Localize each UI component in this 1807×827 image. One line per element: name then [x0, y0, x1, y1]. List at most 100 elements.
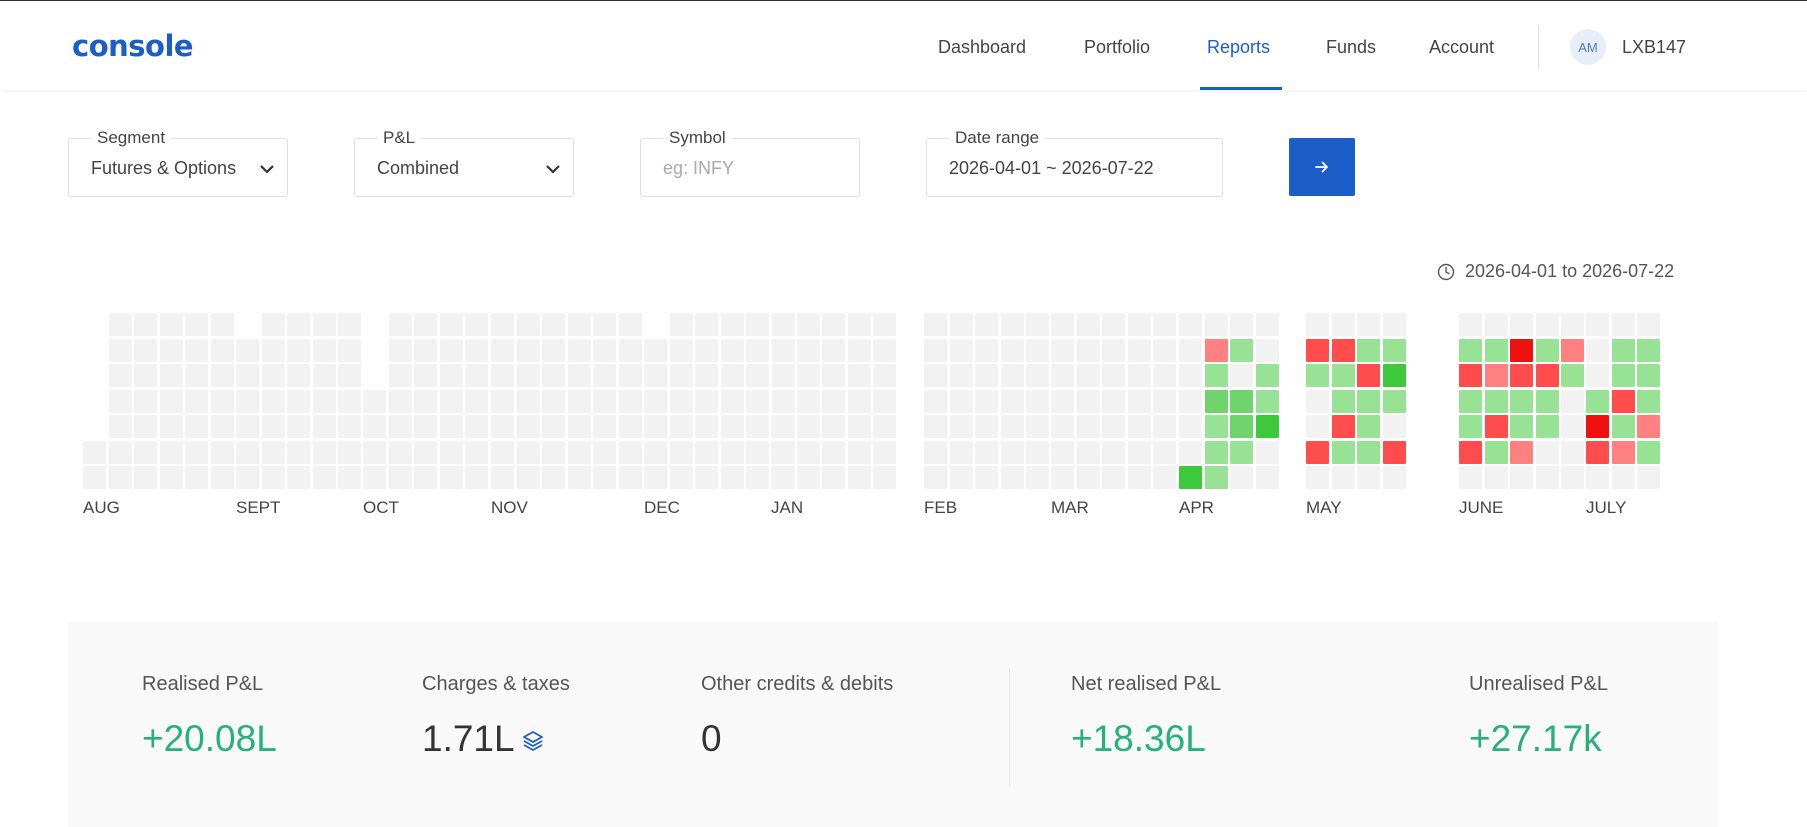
heatmap-cell[interactable]	[363, 389, 386, 413]
heatmap-cell[interactable]	[1459, 313, 1482, 336]
heatmap-cell[interactable]	[1076, 364, 1100, 387]
heatmap-cell[interactable]	[695, 389, 718, 413]
heatmap-cell[interactable]	[108, 440, 132, 464]
heatmap-cell[interactable]	[287, 389, 310, 413]
heatmap-cell[interactable]	[924, 415, 947, 438]
heatmap-cell[interactable]	[1230, 440, 1253, 464]
heatmap-cell[interactable]	[1000, 389, 1024, 413]
heatmap-cell[interactable]	[1510, 440, 1533, 464]
heatmap-cell[interactable]	[1535, 338, 1559, 362]
heatmap-cell[interactable]	[822, 313, 845, 336]
heatmap-cell[interactable]	[1637, 466, 1660, 489]
heatmap-cell[interactable]	[720, 338, 744, 362]
heatmap-cell[interactable]	[1611, 440, 1635, 464]
heatmap-cell[interactable]	[1586, 389, 1609, 413]
heatmap-cell[interactable]	[1000, 364, 1024, 387]
heatmap-cell[interactable]	[1255, 364, 1279, 387]
heatmap-cell[interactable]	[1510, 466, 1533, 489]
heatmap-cell[interactable]	[1637, 440, 1660, 464]
heatmap-cell[interactable]	[720, 364, 744, 387]
heatmap-cell[interactable]	[796, 466, 820, 489]
heatmap-cell[interactable]	[949, 389, 973, 413]
heatmap-cell[interactable]	[1637, 389, 1660, 413]
heatmap-cell[interactable]	[1076, 313, 1100, 336]
heatmap-cell[interactable]	[695, 440, 718, 464]
heatmap-cell[interactable]	[185, 466, 208, 489]
heatmap-cell[interactable]	[1204, 338, 1228, 362]
heatmap-cell[interactable]	[1357, 313, 1380, 336]
heatmap-cell[interactable]	[796, 364, 820, 387]
heatmap-cell[interactable]	[796, 338, 820, 362]
layers-icon[interactable]	[521, 729, 545, 753]
heatmap-cell[interactable]	[1153, 313, 1176, 336]
heatmap-cell[interactable]	[771, 415, 795, 438]
heatmap-cell[interactable]	[516, 415, 540, 438]
heatmap-cell[interactable]	[1306, 415, 1329, 438]
heatmap-cell[interactable]	[618, 389, 642, 413]
heatmap-cell[interactable]	[516, 338, 540, 362]
heatmap-cell[interactable]	[388, 364, 412, 387]
heatmap-cell[interactable]	[414, 313, 437, 336]
heatmap-cell[interactable]	[159, 440, 183, 464]
heatmap-cell[interactable]	[516, 389, 540, 413]
heatmap-cell[interactable]	[746, 440, 769, 464]
heatmap-cell[interactable]	[134, 440, 157, 464]
heatmap-cell[interactable]	[1611, 415, 1635, 438]
heatmap-cell[interactable]	[1076, 466, 1100, 489]
heatmap-cell[interactable]	[414, 415, 437, 438]
heatmap-cell[interactable]	[567, 415, 591, 438]
heatmap-cell[interactable]	[83, 440, 106, 464]
date-range-input[interactable]: Date range 2026-04-01 ~ 2026-07-22	[926, 128, 1223, 197]
heatmap-cell[interactable]	[1179, 415, 1202, 438]
heatmap-cell[interactable]	[261, 466, 285, 489]
heatmap-cell[interactable]	[1153, 415, 1176, 438]
heatmap-cell[interactable]	[134, 364, 157, 387]
heatmap-cell[interactable]	[490, 338, 514, 362]
heatmap-cell[interactable]	[312, 415, 336, 438]
heatmap-cell[interactable]	[593, 415, 616, 438]
submit-button[interactable]	[1289, 138, 1355, 196]
heatmap-cell[interactable]	[1484, 389, 1508, 413]
heatmap-cell[interactable]	[1230, 338, 1253, 362]
heatmap-cell[interactable]	[873, 364, 896, 387]
heatmap-cell[interactable]	[338, 415, 361, 438]
heatmap-cell[interactable]	[1204, 440, 1228, 464]
heatmap-cell[interactable]	[465, 415, 488, 438]
heatmap-cell[interactable]	[312, 313, 336, 336]
heatmap-cell[interactable]	[1382, 338, 1406, 362]
heatmap-cell[interactable]	[465, 313, 488, 336]
heatmap-cell[interactable]	[1535, 389, 1559, 413]
heatmap-cell[interactable]	[618, 338, 642, 362]
heatmap-cell[interactable]	[388, 466, 412, 489]
heatmap-cell[interactable]	[1484, 313, 1508, 336]
heatmap-cell[interactable]	[1178, 440, 1202, 464]
heatmap-cell[interactable]	[1051, 364, 1074, 387]
heatmap-cell[interactable]	[159, 466, 183, 489]
heatmap-cell[interactable]	[1535, 415, 1559, 438]
heatmap-cell[interactable]	[185, 313, 208, 336]
heatmap-cell[interactable]	[796, 389, 820, 413]
heatmap-cell[interactable]	[771, 440, 795, 464]
heatmap-cell[interactable]	[1484, 338, 1508, 362]
heatmap-cell[interactable]	[1178, 389, 1202, 413]
heatmap-cell[interactable]	[593, 440, 616, 464]
heatmap-cell[interactable]	[746, 466, 769, 489]
heatmap-cell[interactable]	[1357, 415, 1380, 438]
heatmap-cell[interactable]	[1204, 313, 1228, 336]
heatmap-cell[interactable]	[1586, 364, 1609, 387]
heatmap-cell[interactable]	[1127, 338, 1151, 362]
heatmap-cell[interactable]	[567, 313, 591, 336]
heatmap-cell[interactable]	[414, 364, 437, 387]
heatmap-cell[interactable]	[439, 389, 463, 413]
heatmap-cell[interactable]	[261, 313, 285, 336]
heatmap-cell[interactable]	[1179, 389, 1202, 413]
heatmap-cell[interactable]	[439, 440, 463, 464]
heatmap-cell[interactable]	[542, 313, 565, 336]
heatmap-cell[interactable]	[236, 364, 259, 387]
heatmap-cell[interactable]	[1611, 466, 1635, 489]
heatmap-cell[interactable]	[1051, 440, 1074, 464]
heatmap-cell[interactable]	[1000, 440, 1024, 464]
heatmap-cell[interactable]	[847, 466, 871, 489]
heatmap-cell[interactable]	[975, 338, 998, 362]
heatmap-cell[interactable]	[695, 338, 718, 362]
